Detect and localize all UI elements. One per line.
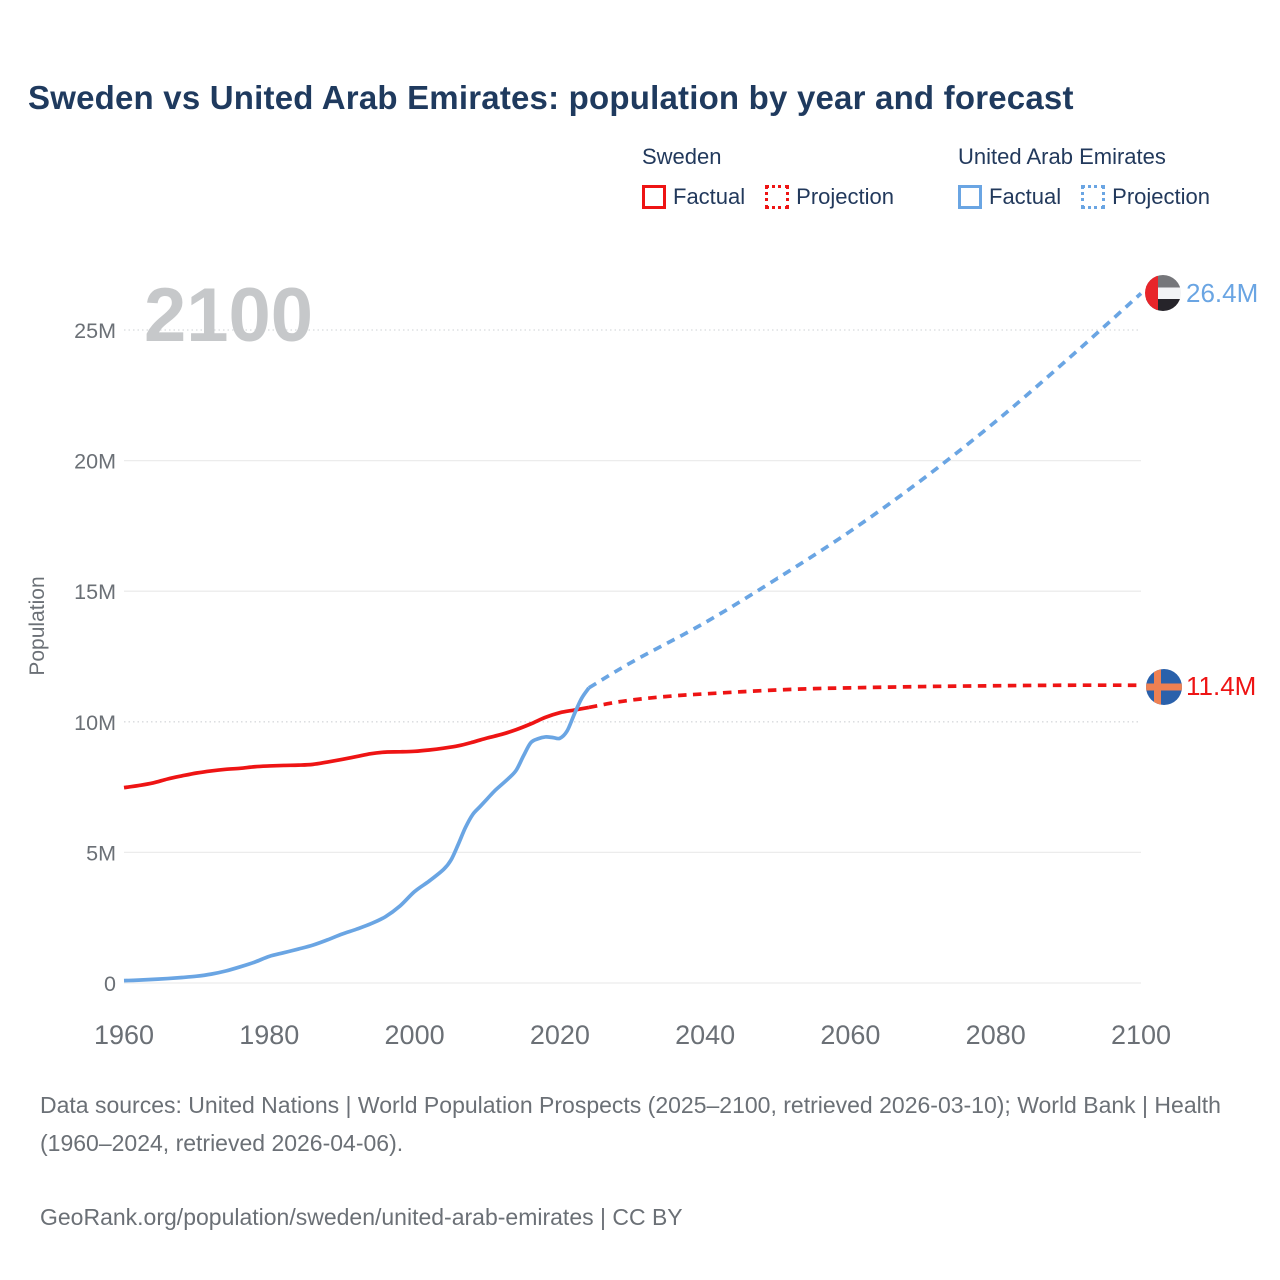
legend-item-label: Factual	[989, 184, 1062, 209]
legend-row-uae: Factual Projection	[958, 184, 1210, 210]
x-tick-label: 2020	[530, 1020, 590, 1050]
y-tick-label: 10M	[74, 711, 116, 735]
watermark-year: 2100	[144, 273, 313, 358]
series-lines	[123, 292, 1143, 983]
line-sweden-projection	[588, 683, 1142, 710]
y-tick-label: 0	[104, 972, 116, 996]
legend-item-label: Projection	[1112, 184, 1210, 209]
footer: Data sources: United Nations | World Pop…	[40, 1086, 1235, 1236]
y-tick-label: 25M	[74, 319, 116, 343]
axis-tick-labels: 0 5M 10M 15M 20M 25M 1960 1980 2000 2020 2040 2060 2…	[74, 319, 1171, 1050]
legend-row-sweden: Factual Projection	[642, 184, 894, 210]
legend-item-label: Factual	[673, 184, 746, 209]
sweden-flag-icon	[1146, 669, 1182, 705]
end-value-label-uae: 26.4M	[1186, 278, 1258, 308]
x-tick-label: 1960	[94, 1020, 154, 1050]
legend-item-uae-factual[interactable]: Factual	[958, 184, 1061, 210]
page-title: Sweden vs United Arab Emirates: populati…	[28, 79, 1074, 116]
line-sweden-factual	[123, 705, 590, 790]
x-tick-label: 2100	[1111, 1020, 1171, 1050]
legend-swatch-dotted-icon	[765, 185, 790, 209]
legend-swatch-solid-icon	[642, 185, 666, 209]
legend-swatch-dotted-icon	[1081, 185, 1106, 209]
x-tick-label: 1980	[239, 1020, 299, 1050]
legend-item-uae-projection[interactable]: Projection	[1081, 184, 1210, 210]
line-united-arab-emirates-factual	[123, 686, 591, 983]
legend-item-sweden-projection[interactable]: Projection	[765, 184, 894, 210]
x-tick-label: 2000	[385, 1020, 445, 1050]
legend-item-sweden-factual[interactable]: Factual	[642, 184, 745, 210]
legend-item-label: Projection	[796, 184, 894, 209]
legend-swatch-solid-icon	[958, 185, 982, 209]
uae-flag-icon	[1145, 275, 1181, 311]
data-sources-note: Data sources: United Nations | World Pop…	[40, 1092, 1221, 1156]
legend-group-title-uae: United Arab Emirates	[958, 144, 1166, 169]
x-tick-label: 2040	[675, 1020, 735, 1050]
line-united-arab-emirates-projection	[587, 292, 1143, 690]
y-axis-title: Population	[26, 576, 49, 675]
y-tick-label: 5M	[86, 841, 116, 865]
x-tick-label: 2080	[966, 1020, 1026, 1050]
attribution-link: GeoRank.org/population/sweden/united-ara…	[40, 1204, 683, 1230]
gridlines	[124, 329, 1141, 984]
y-tick-label: 20M	[74, 450, 116, 474]
end-value-label-sweden: 11.4M	[1186, 671, 1256, 701]
legend-group-uae: United Arab Emirates Factual Projection	[958, 144, 1210, 210]
legend-group-sweden: Sweden Factual Projection	[642, 144, 894, 210]
y-tick-label: 15M	[74, 580, 116, 604]
x-tick-label: 2060	[820, 1020, 880, 1050]
legend-group-title-sweden: Sweden	[642, 144, 722, 169]
